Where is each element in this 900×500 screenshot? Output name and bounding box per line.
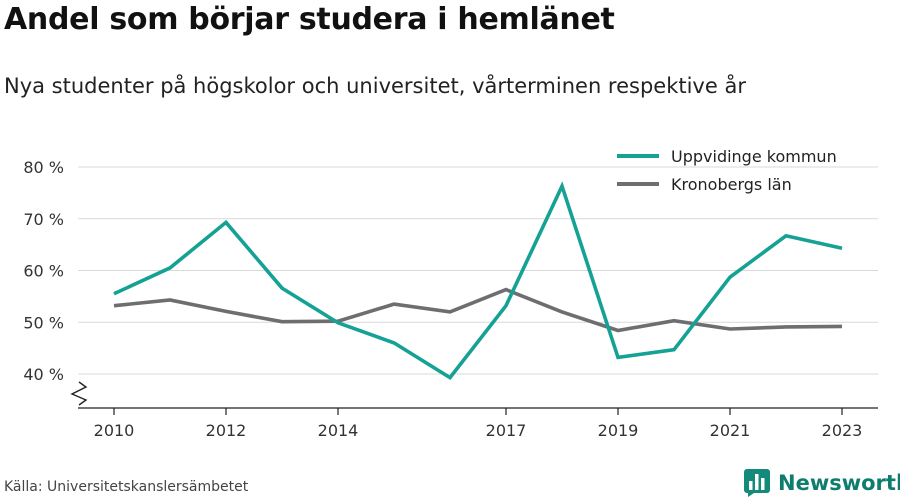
axis-break-icon — [70, 381, 88, 406]
y-tick-label: 70 % — [23, 210, 64, 229]
series-line-kronobergs-län — [113, 287, 843, 333]
legend-label: Kronobergs län — [671, 175, 792, 194]
bar-chart-logo-icon — [744, 469, 770, 497]
x-tick-label: 2023 — [822, 421, 863, 440]
x-tick-label: 2012 — [206, 421, 247, 440]
x-tick-label: 2021 — [710, 421, 751, 440]
series-lines — [113, 181, 843, 380]
axes: 40 % 50 % 60 % 70 % 80 % 2010 2012 2014 2017 2019… — [23, 158, 878, 440]
series-line-uppvidinge-kommun — [113, 181, 843, 380]
x-tick-label: 2017 — [486, 421, 527, 440]
x-tick-label: 2014 — [318, 421, 359, 440]
y-tick-label: 80 % — [23, 158, 64, 177]
chart-title: Andel som börjar studera i hemlänet — [4, 2, 615, 37]
x-tick-label: 2019 — [598, 421, 639, 440]
y-tick-label: 40 % — [23, 365, 64, 384]
line-chart: 40 % 50 % 60 % 70 % 80 % 2010 2012 2014 2017 2019… — [23, 147, 878, 440]
y-tick-label: 60 % — [23, 262, 64, 281]
source-note: Källa: Universitetskanslersämbetet — [4, 479, 249, 495]
chart-subtitle: Nya studenter på högskolor och universit… — [4, 74, 746, 98]
legend-label: Uppvidinge kommun — [671, 147, 837, 166]
gridlines — [78, 166, 878, 375]
y-tick-label: 50 % — [23, 313, 64, 332]
legend: Uppvidinge kommun Kronobergs län — [617, 147, 837, 194]
brand-logo[interactable]: Newsworthy — [744, 468, 900, 498]
brand-name: Newsworthy — [778, 471, 900, 495]
x-tick-label: 2010 — [94, 421, 135, 440]
